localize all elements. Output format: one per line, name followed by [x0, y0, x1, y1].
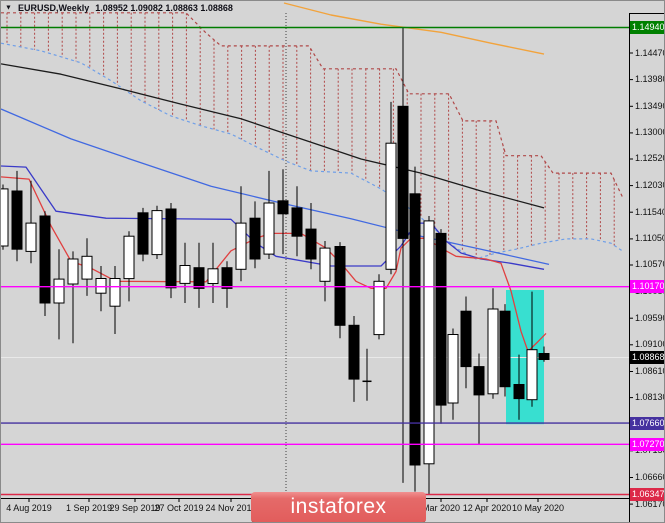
instaforex-watermark-text: instaforex	[290, 495, 387, 518]
price-scale-label: 1.09100	[635, 339, 665, 350]
price-scale-label: 1.10570	[635, 259, 665, 270]
symbol-period-label: EURUSD,Weekly	[17, 3, 90, 13]
time-scale-label: 24 Nov 2019	[205, 503, 257, 513]
price-scale-label: 1.12030	[635, 180, 665, 191]
price-scale-label: 1.06660	[635, 471, 665, 482]
time-scale-label: Mar 2020	[421, 503, 461, 513]
price-scale-label: 1.12520	[635, 153, 665, 164]
time-scale-label: 1 Sep 2019	[65, 503, 113, 513]
time-scale-label: 12 Apr 2020	[462, 503, 512, 513]
price-scale-label: 1.09590	[635, 312, 665, 323]
time-scale-label: 29 Sep 2019	[109, 503, 161, 513]
ohlc-quotes-label: 1.08952 1.09082 1.08863 1.08868	[95, 3, 233, 13]
price-scale-label: 1.14470	[635, 47, 665, 58]
price-level-badge: 1.07270	[630, 437, 665, 451]
time-scale-label: 10 May 2020	[511, 503, 565, 513]
chart-title: ▼ EURUSD,Weekly 1.08952 1.09082 1.08863 …	[5, 2, 233, 14]
price-scale-label: 1.08130	[635, 392, 665, 403]
price-scale-label: 1.13490	[635, 100, 665, 111]
price-scale-label: 1.08610	[635, 365, 665, 376]
instaforex-watermark: instaforex	[251, 492, 426, 522]
time-scale-label: 4 Aug 2019	[6, 503, 52, 513]
price-scale-label: 1.11050	[635, 233, 665, 244]
price-scale-label: 1.11540	[635, 206, 665, 217]
price-level-badge: 1.07660	[630, 416, 665, 430]
price-level-badge: 1.06347	[630, 487, 665, 501]
chart-dropdown-icon: ▼	[5, 4, 12, 11]
price-level-badge: 1.14940	[630, 20, 665, 34]
price-scale-label: 1.06170	[635, 498, 665, 509]
time-scale-label: 27 Oct 2019	[154, 503, 204, 513]
price-level-badge: 1.10170	[630, 280, 665, 294]
price-level-badge: 1.08868	[630, 350, 665, 364]
price-scale-label: 1.13000	[635, 127, 665, 138]
price-scale-label: 1.13980	[635, 74, 665, 85]
